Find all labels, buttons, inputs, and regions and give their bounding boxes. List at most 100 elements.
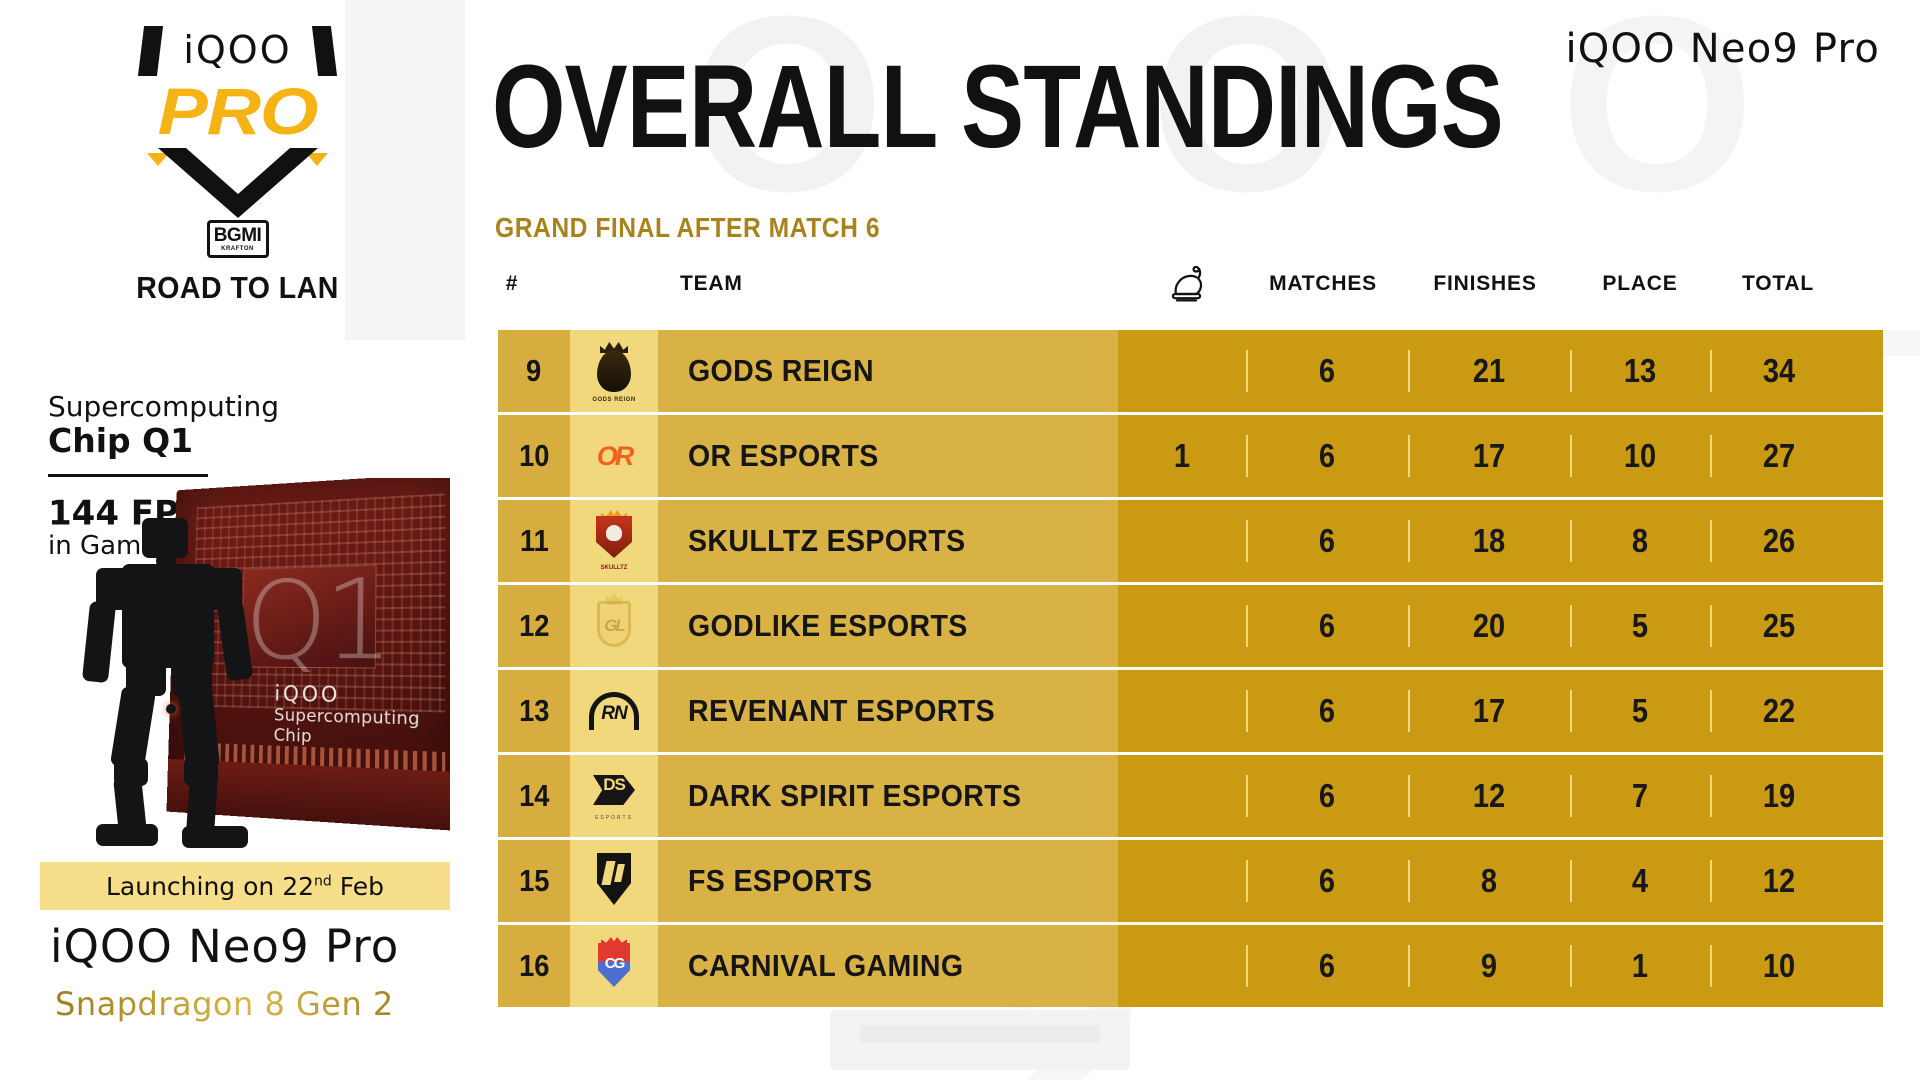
stat-divider [1570,860,1572,902]
team-logo-cell: SKULLTZ [570,500,658,582]
finishes-value: 12 [1418,777,1561,815]
matches-value: 6 [1256,522,1399,560]
rank-value: 13 [519,693,549,729]
stat-divider [1246,860,1248,902]
total-value: 26 [1718,522,1839,560]
stats-cell: 6 21 13 34 [1118,330,1883,412]
stat-divider [1570,520,1572,562]
rank-cell: 11 [498,500,570,582]
skull-icon [606,525,622,541]
team-logo-cell [570,840,658,922]
rank-value: 14 [519,778,549,814]
rank-cell: 16 [498,925,570,1007]
godlike-logo: GL [583,595,645,657]
rank-cell: 9 [498,330,570,412]
stat-divider [1710,350,1712,392]
table-row[interactable]: 10 OR OR ESPORTS 1 6 17 10 27 [498,415,1883,497]
table-row[interactable]: 15 FS ESPORTS 6 8 4 12 [498,840,1883,922]
team-logo-cell: CG [570,925,658,1007]
place-value: 7 [1578,777,1701,815]
stat-divider [1570,775,1572,817]
table-row[interactable]: 14 DS ESPORTS DARK SPIRIT ESPORTS 6 12 7… [498,755,1883,837]
finishes-value: 17 [1418,437,1561,475]
stats-cell: 1 6 17 10 27 [1118,415,1883,497]
fs-esports-logo [583,850,645,912]
rank-value: 9 [526,353,541,389]
team-name: OR ESPORTS [688,438,879,474]
team-name: REVENANT ESPORTS [688,693,995,729]
table-row[interactable]: 12 GL GODLIKE ESPORTS 6 20 5 25 [498,585,1883,667]
stat-divider [1408,435,1410,477]
team-name-cell: DARK SPIRIT ESPORTS [658,755,1118,837]
team-name-cell: SKULLTZ ESPORTS [658,500,1118,582]
place-value: 10 [1578,437,1701,475]
rank-cell: 14 [498,755,570,837]
logo-monogram: RN [583,685,645,742]
stat-divider [1570,945,1572,987]
rank-cell: 12 [498,585,570,667]
column-header-total: TOTAL [1718,272,1838,296]
stat-divider [1710,775,1712,817]
stat-divider [1408,605,1410,647]
stat-divider [1246,775,1248,817]
skulltz-logo: SKULLTZ [583,510,645,572]
total-value: 19 [1718,777,1839,815]
matches-value: 6 [1256,862,1399,900]
table-row[interactable]: 16 CG CARNIVAL GAMING 6 9 1 10 [498,925,1883,1007]
team-name: FS ESPORTS [688,863,872,899]
or-esports-logo: OR [583,425,645,487]
matches-value: 6 [1256,692,1399,730]
stats-cell: 6 18 8 26 [1118,500,1883,582]
stat-divider [1408,350,1410,392]
table-row[interactable]: 13 RN REVENANT ESPORTS 6 17 5 22 [498,670,1883,752]
carnival-gaming-logo: CG [583,935,645,997]
team-logo-cell: OR [570,415,658,497]
page-title: OVERALL STANDINGS [492,48,1503,166]
stat-divider [1246,520,1248,562]
matches-value: 6 [1256,607,1399,645]
place-value: 5 [1578,607,1701,645]
stat-divider [1408,520,1410,562]
column-header-finishes: FINISHES [1420,272,1550,296]
rank-cell: 15 [498,840,570,922]
stat-divider [1246,350,1248,392]
logo-monogram: DS [583,775,645,795]
stat-divider [1408,860,1410,902]
table-row[interactable]: 11 SKULLTZ SKULLTZ ESPORTS 6 18 8 2 [498,500,1883,582]
brand-top-right-label: iQOO Neo9 Pro [1565,26,1880,72]
team-name-cell: CARNIVAL GAMING [658,925,1118,1007]
stat-divider [1570,435,1572,477]
team-logo-cell: GL [570,585,658,667]
logo-caption: SKULLTZ [583,565,645,571]
team-name-cell: GODLIKE ESPORTS [658,585,1118,667]
team-name: GODLIKE ESPORTS [688,608,968,644]
stat-divider [1408,945,1410,987]
stats-cell: 6 20 5 25 [1118,585,1883,667]
stat-divider [1570,690,1572,732]
team-logo-cell: DS ESPORTS [570,755,658,837]
finishes-value: 21 [1418,352,1561,390]
column-header-rank: # [492,272,532,296]
stat-divider [1710,860,1712,902]
table-row[interactable]: 9 GODS REIGN GODS REIGN 6 21 13 34 [498,330,1883,412]
stats-cell: 6 17 5 22 [1118,670,1883,752]
stat-divider [1710,945,1712,987]
total-value: 25 [1718,607,1839,645]
column-header-team: TEAM [680,272,800,296]
finishes-value: 18 [1418,522,1561,560]
rank-value: 10 [519,438,549,474]
column-header-place: PLACE [1580,272,1700,296]
stats-cell: 6 12 7 19 [1118,755,1883,837]
team-logo-cell: RN [570,670,658,752]
logo-monogram: OR [583,425,645,487]
team-name: SKULLTZ ESPORTS [688,523,966,559]
total-value: 12 [1718,862,1839,900]
rank-value: 16 [519,948,549,984]
team-name-cell: REVENANT ESPORTS [658,670,1118,752]
stat-divider [1408,690,1410,732]
stat-divider [1408,775,1410,817]
crest-icon [597,350,631,392]
team-name: DARK SPIRIT ESPORTS [688,778,1021,814]
finishes-value: 8 [1418,862,1561,900]
matches-value: 6 [1256,352,1399,390]
